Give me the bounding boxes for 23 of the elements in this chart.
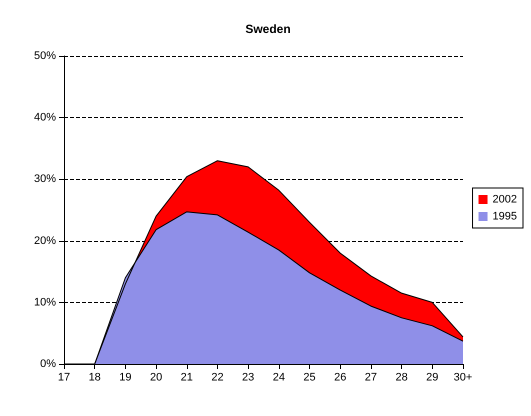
- x-tick-label: 24: [272, 372, 285, 384]
- x-tick-label: 17: [58, 372, 70, 384]
- y-tick-label: 40%: [34, 112, 56, 124]
- chart-title: Sweden: [245, 22, 291, 36]
- x-tick-label: 29: [426, 372, 438, 384]
- x-tick-label: 25: [303, 372, 316, 384]
- x-tick-label: 23: [242, 372, 254, 384]
- y-tick-label: 0%: [40, 358, 56, 370]
- legend-label: 2002: [492, 194, 518, 206]
- y-tick-label: 10%: [34, 296, 56, 308]
- x-tick-label: 19: [119, 372, 132, 384]
- x-tick-label: 21: [180, 372, 193, 384]
- y-tick-label: 50%: [34, 50, 56, 62]
- y-tick-label: 20%: [34, 234, 56, 247]
- x-tick-label: 26: [334, 372, 346, 384]
- x-tick-label: 30+: [454, 372, 472, 384]
- x-tick-label: 22: [211, 372, 224, 384]
- x-tick-label: 28: [395, 372, 408, 384]
- x-tick-label: 27: [364, 372, 378, 384]
- y-tick-label: 30%: [34, 173, 56, 186]
- x-tick-label: 20: [150, 372, 162, 384]
- x-tick-label: 18: [88, 372, 101, 384]
- legend-label: 1995: [492, 210, 518, 222]
